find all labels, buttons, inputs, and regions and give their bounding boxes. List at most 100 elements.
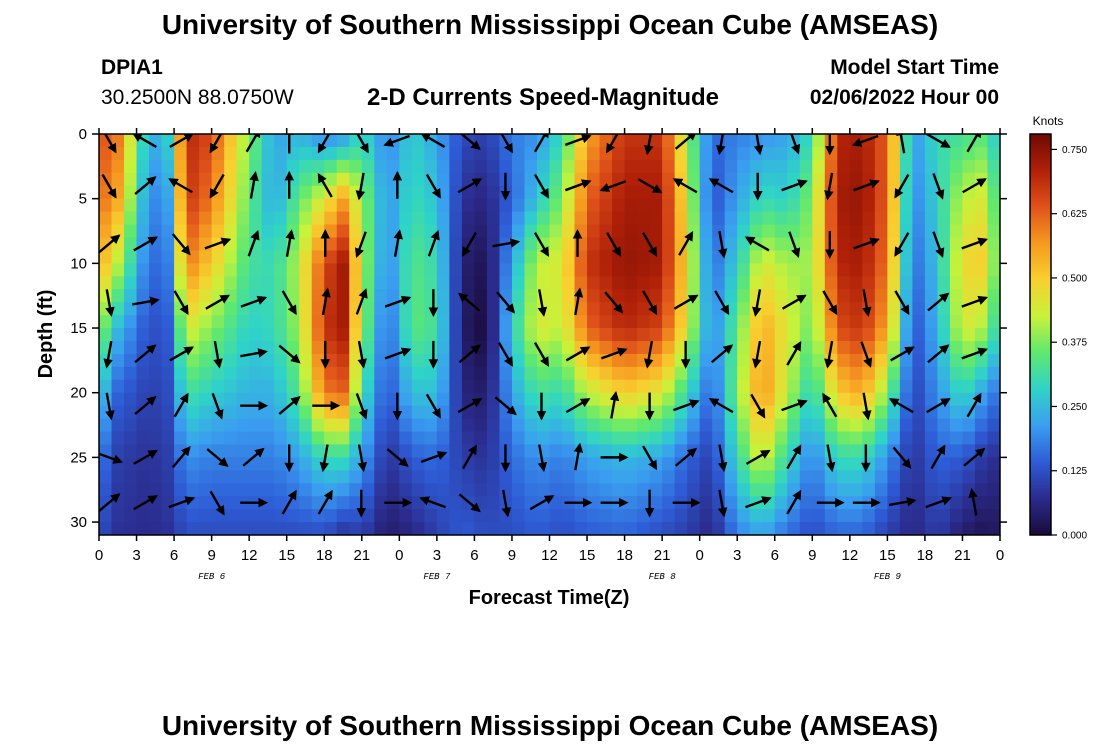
heat-cell (637, 185, 651, 200)
heat-cell (474, 185, 488, 200)
heat-cell (274, 483, 288, 497)
heat-cell (562, 483, 576, 497)
heat-cell (299, 353, 313, 368)
heat-cell (762, 457, 776, 471)
heat-cell (637, 392, 651, 407)
heat-cell (136, 276, 150, 290)
heat-cell (724, 379, 738, 394)
heat-cell (111, 328, 125, 342)
heat-cell (674, 159, 688, 174)
heat-cell (124, 366, 138, 381)
heat-cell (424, 444, 438, 458)
heat-cell (424, 159, 438, 174)
heat-cell (874, 146, 888, 161)
heat-cell (124, 418, 138, 433)
heat-cell (111, 159, 125, 174)
heat-cell (712, 146, 726, 161)
heat-cell (461, 431, 476, 446)
heat-cell (199, 159, 213, 174)
heat-cell (211, 159, 225, 174)
heat-cell (449, 237, 463, 252)
heat-cell (549, 522, 563, 535)
heat-cell (186, 418, 200, 433)
heat-cell (699, 134, 713, 148)
heat-cell (774, 237, 788, 252)
heat-cell (374, 146, 388, 161)
heat-cell (812, 146, 826, 161)
heat-cell (974, 224, 989, 239)
heat-cell (637, 366, 651, 381)
heat-cell (486, 405, 501, 420)
heat-cell (411, 315, 425, 329)
heat-cell (536, 483, 551, 497)
heat-cell (562, 328, 576, 342)
heat-cell (361, 185, 375, 200)
current-vector-arrow (674, 134, 698, 150)
heat-cell (774, 198, 788, 213)
heat-cell (824, 379, 838, 394)
current-vector-arrow (205, 294, 231, 310)
heat-cell (536, 366, 551, 381)
heat-cell (274, 444, 288, 458)
heat-cell (874, 250, 888, 264)
heat-cell (161, 159, 175, 174)
heat-cell (186, 483, 200, 497)
heat-cell (249, 302, 263, 316)
heat-cell (261, 328, 275, 342)
heat-cell (324, 159, 338, 174)
current-vector-arrow (242, 447, 265, 467)
heat-cell (511, 224, 526, 239)
heat-cell (574, 431, 588, 446)
date-label: FEB 9 (874, 572, 902, 582)
heat-cell (849, 211, 863, 226)
current-vector-arrow (133, 236, 158, 252)
heat-cell (874, 340, 888, 355)
heat-cell (286, 431, 300, 446)
heat-cell (186, 457, 200, 471)
heat-cell (349, 483, 363, 497)
heat-cell (624, 340, 638, 355)
heat-cell (662, 172, 676, 187)
heat-cell (361, 431, 375, 446)
heat-cell (687, 172, 701, 187)
heat-cell (261, 353, 275, 368)
heat-cell (787, 276, 801, 290)
heat-cell (274, 418, 288, 433)
heat-cell (349, 366, 363, 381)
heat-cell (599, 302, 613, 316)
heat-cell (549, 470, 563, 484)
heat-cell (812, 340, 826, 355)
heat-cell (474, 392, 488, 407)
heat-cell (474, 328, 488, 342)
heat-cell (587, 276, 601, 290)
heat-cell (912, 146, 926, 161)
heat-cell (662, 509, 676, 523)
heat-cell (937, 483, 951, 497)
heat-cell (336, 522, 350, 535)
heat-cell (987, 172, 1000, 187)
heat-cell (974, 211, 989, 226)
heat-cell (436, 237, 450, 252)
heat-cell (724, 444, 738, 458)
heat-cell (249, 392, 263, 407)
heat-cell (987, 483, 1000, 497)
heat-cell (662, 405, 676, 420)
heat-cell (899, 211, 914, 226)
heat-cell (124, 146, 138, 161)
heat-cell (712, 315, 726, 329)
heat-cell (411, 457, 425, 471)
heat-cell (799, 366, 813, 381)
heat-cell (186, 237, 200, 252)
heat-cell (524, 237, 538, 252)
heat-cell (962, 159, 976, 174)
heat-cell (524, 315, 538, 329)
heat-cell (299, 250, 313, 264)
heat-cell (687, 302, 701, 316)
current-vector-arrow (862, 392, 872, 421)
y-tick-label: 5 (79, 191, 87, 208)
heat-cell (837, 198, 851, 213)
heat-cell (486, 237, 501, 252)
heat-cell (587, 315, 601, 329)
heat-cell (949, 496, 964, 510)
heat-cell (974, 198, 989, 213)
